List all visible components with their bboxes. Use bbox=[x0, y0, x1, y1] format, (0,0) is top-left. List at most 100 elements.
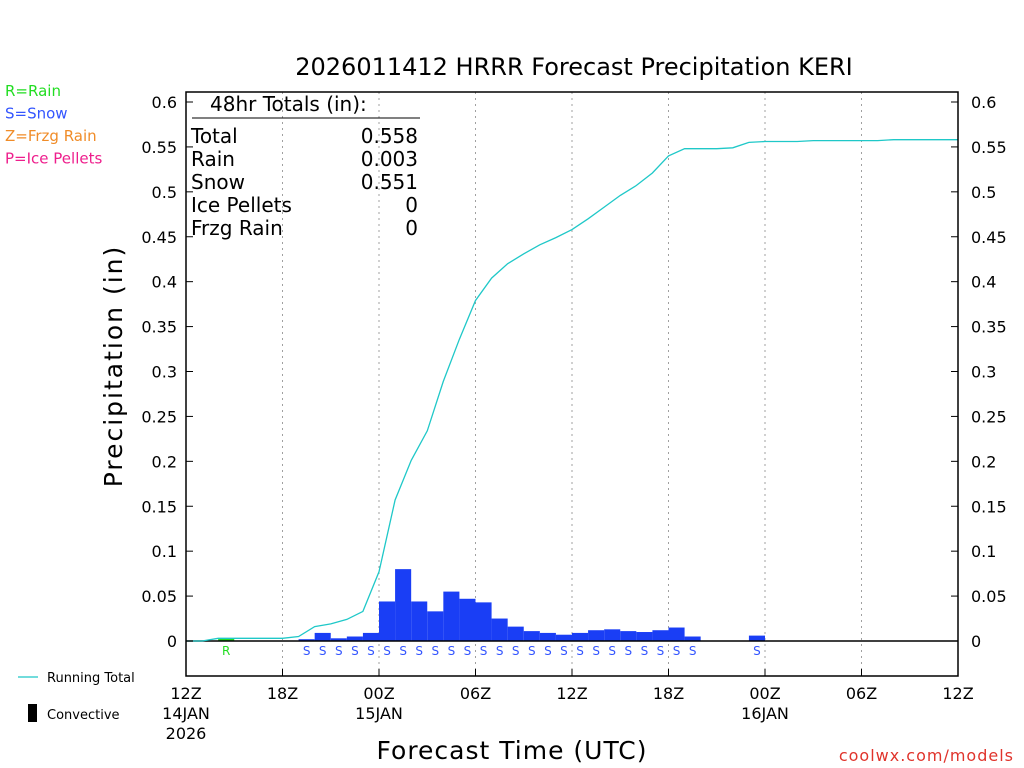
precip-bar-hour-30 bbox=[652, 630, 669, 641]
y-tick-label-right-3: 0.15 bbox=[971, 497, 1007, 516]
type-marker-hour-27: S bbox=[608, 644, 616, 658]
vertical-gridlines bbox=[282, 92, 862, 676]
totals-label-2: Snow bbox=[191, 170, 245, 194]
y-tick-label-right-2: 0.1 bbox=[971, 542, 996, 561]
y-tick-label-left-11: 0.55 bbox=[141, 138, 177, 157]
type-marker-hour-24: S bbox=[560, 644, 568, 658]
precip-bar-hour-21 bbox=[507, 626, 524, 641]
type-marker-hour-25: S bbox=[576, 644, 584, 658]
y-tick-label-right-4: 0.2 bbox=[971, 452, 996, 471]
x-tick-date-2: 15JAN bbox=[355, 704, 403, 723]
type-marker-hour-26: S bbox=[592, 644, 600, 658]
type-marker-hour-14: S bbox=[399, 644, 407, 658]
y-tick-label-right-7: 0.35 bbox=[971, 318, 1007, 337]
y-tick-label-left-9: 0.45 bbox=[141, 228, 177, 247]
x-tick-label-4: 12Z bbox=[556, 684, 587, 703]
precip-bar-hour-32 bbox=[684, 636, 701, 641]
y-tick-label-right-11: 0.55 bbox=[971, 138, 1007, 157]
type-marker-hour-28: S bbox=[624, 644, 632, 658]
precip-bar-hour-13 bbox=[379, 601, 396, 641]
precip-bar-hour-19 bbox=[475, 602, 492, 641]
totals-rows: Total 0.558 Rain 0.003 Snow 0.551 Ice Pellets 0… bbox=[190, 124, 418, 240]
precip-bar-hour-3 bbox=[218, 638, 235, 641]
type-marker-hour-29: S bbox=[641, 644, 649, 658]
x-tick-label-0: 12Z bbox=[170, 684, 201, 703]
y-tick-label-left-7: 0.35 bbox=[141, 318, 177, 337]
x-tick-label-5: 18Z bbox=[653, 684, 684, 703]
totals-label-1: Rain bbox=[191, 147, 235, 171]
precip-bar-hour-16 bbox=[427, 611, 444, 641]
type-marker-hour-11: S bbox=[351, 644, 359, 658]
precip-bar-hour-28 bbox=[620, 631, 637, 641]
precip-bar-hour-26 bbox=[588, 630, 605, 641]
x-tick-date-0: 14JAN bbox=[162, 704, 210, 723]
type-marker-hour-8: S bbox=[303, 644, 311, 658]
totals-value-2: 0.551 bbox=[361, 170, 418, 194]
x-tick-year-0: 2026 bbox=[166, 724, 207, 743]
y-tick-label-left-12: 0.6 bbox=[152, 93, 177, 112]
totals-value-0: 0.558 bbox=[361, 124, 418, 148]
y-tick-label-right-0: 0 bbox=[971, 632, 981, 651]
precip-bar-hour-18 bbox=[459, 598, 476, 641]
precip-bar-hour-8 bbox=[298, 639, 315, 641]
totals-box: 48hr Totals (in): Total 0.558 Rain 0.003 Sno… bbox=[190, 92, 420, 240]
y-axis-label: Precipitation (in) bbox=[99, 245, 128, 488]
y-tick-label-right-6: 0.3 bbox=[971, 363, 996, 382]
series-legend: Running Total Convective bbox=[18, 671, 135, 723]
precip-bar-hour-22 bbox=[523, 631, 540, 641]
type-marker-hour-9: S bbox=[319, 644, 327, 658]
x-tick-label-2: 00Z bbox=[363, 684, 394, 703]
type-marker-hour-10: S bbox=[335, 644, 343, 658]
x-tick-date-6: 16JAN bbox=[741, 704, 789, 723]
precip-bar-hour-12 bbox=[362, 632, 379, 641]
type-marker-hour-12: S bbox=[367, 644, 375, 658]
y-tick-label-right-8: 0.4 bbox=[971, 273, 996, 292]
precip-bar-hour-29 bbox=[636, 632, 653, 641]
convective-legend-swatch bbox=[28, 704, 37, 722]
totals-label-0: Total bbox=[190, 124, 238, 148]
x-tick-label-8: 12Z bbox=[942, 684, 973, 703]
type-marker-hour-23: S bbox=[544, 644, 552, 658]
precip-bar-hour-23 bbox=[539, 632, 556, 641]
y-tick-label-right-5: 0.25 bbox=[971, 407, 1007, 426]
totals-label-3: Ice Pellets bbox=[191, 193, 292, 217]
type-legend-item-3: P=Ice Pellets bbox=[5, 150, 102, 168]
type-marker-hour-18: S bbox=[464, 644, 472, 658]
y-tick-label-right-10: 0.5 bbox=[971, 183, 996, 202]
y-tick-label-left-4: 0.2 bbox=[152, 452, 177, 471]
precip-bar-hour-17 bbox=[443, 591, 460, 641]
precip-bar-hour-15 bbox=[411, 601, 428, 641]
precip-bar-hour-14 bbox=[395, 569, 412, 641]
precip-type-legend: R=Rain S=Snow Z=Frzg Rain P=Ice Pellets bbox=[5, 82, 102, 168]
x-tick-label-3: 06Z bbox=[460, 684, 491, 703]
totals-value-3: 0 bbox=[405, 193, 418, 217]
y-tick-label-left-3: 0.15 bbox=[141, 497, 177, 516]
y-tick-label-left-8: 0.4 bbox=[152, 273, 177, 292]
totals-value-4: 0 bbox=[405, 216, 418, 240]
precipitation-bars bbox=[218, 569, 765, 641]
type-marker-hour-13: S bbox=[383, 644, 391, 658]
type-marker-hour-31: S bbox=[673, 644, 681, 658]
y-tick-label-left-2: 0.1 bbox=[152, 542, 177, 561]
x-tick-label-6: 00Z bbox=[749, 684, 780, 703]
precip-bar-hour-24 bbox=[555, 634, 572, 641]
precip-bar-hour-36 bbox=[748, 635, 765, 641]
y-tick-label-left-10: 0.5 bbox=[152, 183, 177, 202]
type-marker-hour-21: S bbox=[512, 644, 520, 658]
y-tick-label-left-0: 0 bbox=[167, 632, 177, 651]
y-tick-label-right-9: 0.45 bbox=[971, 228, 1007, 247]
totals-label-4: Frzg Rain bbox=[191, 216, 283, 240]
type-marker-hour-3: R bbox=[222, 644, 230, 658]
type-marker-hour-32: S bbox=[689, 644, 697, 658]
convective-legend-label: Convective bbox=[47, 708, 120, 723]
chart-title: 2026011412 HRRR Forecast Precipitation K… bbox=[295, 53, 853, 81]
type-marker-hour-16: S bbox=[431, 644, 439, 658]
type-marker-hour-36: S bbox=[753, 644, 761, 658]
y-tick-label-left-6: 0.3 bbox=[152, 363, 177, 382]
type-marker-hour-22: S bbox=[528, 644, 536, 658]
running-total-line bbox=[186, 139, 958, 642]
running-total-legend-label: Running Total bbox=[47, 671, 135, 686]
